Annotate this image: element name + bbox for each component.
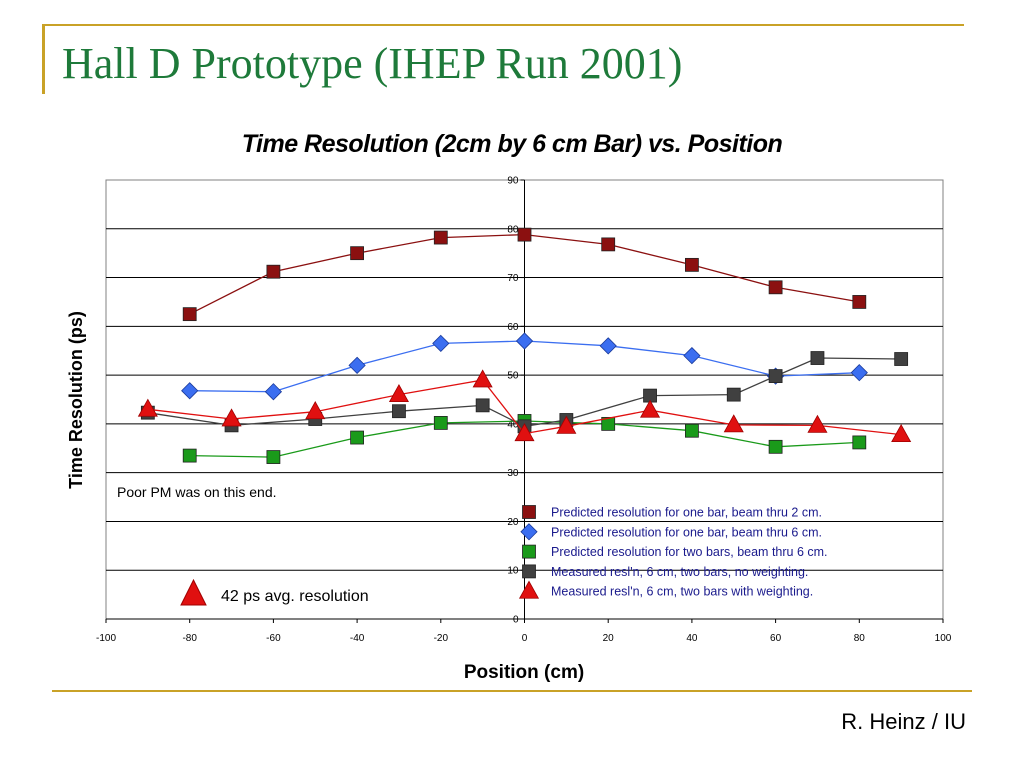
legend-marker-3 — [522, 564, 536, 579]
y-tick-label-10: 10 — [507, 566, 519, 577]
legend: Predicted resolution for one bar, beam t… — [518, 505, 828, 599]
chart-title: Time Resolution (2cm by 6 cm Bar) vs. Po… — [241, 130, 783, 158]
author-credit: R. Heinz / IU — [841, 709, 966, 734]
series-4-point-2 — [305, 401, 326, 420]
series-4-point-8 — [723, 414, 744, 433]
series-0-point-4 — [517, 227, 532, 242]
annotation-poor-pm: Poor PM was on this end. — [117, 484, 277, 500]
series-4-point-4 — [472, 369, 493, 388]
series-1-point-0 — [181, 382, 199, 400]
x-tick-label-60: 60 — [770, 633, 782, 644]
x-tick-label--20: -20 — [434, 633, 449, 644]
x-tick-label--80: -80 — [182, 633, 197, 644]
series-3-point-10 — [810, 351, 825, 365]
series-4-point-6 — [556, 415, 577, 434]
series-group — [137, 227, 912, 464]
series-1 — [181, 332, 868, 401]
series-3-point-9 — [768, 369, 783, 383]
title-rule-left — [42, 24, 45, 94]
legend-label-3: Measured resl'n, 6 cm, two bars, no weig… — [551, 565, 808, 579]
series-0-point-8 — [852, 295, 867, 309]
x-tick-label--60: -60 — [266, 633, 281, 644]
series-4-point-9 — [807, 414, 828, 433]
tick-labels: 0 10 20 30 40 50 60 70 80 90 -100 -80 -60 -40 -20 0 20 40… — [96, 176, 952, 645]
series-2-point-5 — [601, 416, 616, 431]
series-0-point-1 — [266, 264, 281, 279]
series-2-point-0 — [182, 448, 197, 463]
series-4 — [137, 369, 912, 443]
y-tick-label-0: 0 — [513, 615, 519, 626]
series-2-point-8 — [852, 435, 867, 450]
series-1-point-1 — [264, 383, 283, 401]
slide-title: Hall D Prototype (IHEP Run 2001) — [62, 39, 683, 88]
series-1-point-8 — [850, 364, 868, 382]
series-1-point-2 — [348, 356, 366, 374]
series-2-point-2 — [350, 430, 365, 445]
y-tick-label-50: 50 — [507, 371, 519, 382]
series-0 — [182, 227, 867, 322]
y-tick-label-70: 70 — [507, 273, 519, 284]
series-2-point-7 — [768, 439, 783, 454]
series-2-point-1 — [266, 450, 281, 464]
series-3-line — [147, 357, 902, 427]
y-tick-label-80: 80 — [507, 224, 519, 235]
legend-marker-1 — [520, 523, 538, 541]
series-0-point-0 — [182, 307, 197, 322]
series-3-point-4 — [475, 398, 490, 413]
y-tick-label-90: 90 — [507, 176, 519, 187]
x-axis-label: Position (cm) — [464, 662, 584, 683]
x-tick-label-40: 40 — [686, 633, 698, 644]
series-4-point-10 — [891, 423, 912, 443]
y-tick-label-20: 20 — [507, 517, 519, 528]
legend-marker-4 — [518, 580, 540, 599]
series-1-point-3 — [432, 334, 450, 353]
series-0-point-3 — [433, 230, 448, 245]
series-2-point-3 — [433, 416, 448, 430]
legend-label-2: Predicted resolution for two bars, beam … — [551, 545, 828, 559]
y-axis-label: Time Resolution (ps) — [66, 311, 86, 489]
legend-label-1: Predicted resolution for one bar, beam t… — [551, 525, 822, 539]
x-tick-label--40: -40 — [350, 633, 365, 644]
series-0-point-5 — [601, 237, 616, 252]
series-0-point-2 — [350, 246, 365, 261]
series-4-point-0 — [137, 398, 158, 417]
legend-label-0: Predicted resolution for one bar, beam t… — [551, 506, 822, 520]
series-4-point-7 — [640, 399, 661, 418]
x-tick-label--100: -100 — [96, 633, 116, 644]
x-tick-label-100: 100 — [935, 633, 952, 644]
y-tick-label-40: 40 — [507, 419, 519, 430]
series-0-point-6 — [685, 257, 699, 272]
series-0-point-7 — [768, 280, 783, 295]
annotation-triangle-marker — [180, 578, 207, 606]
x-tick-label-20: 20 — [603, 633, 615, 644]
x-tick-label-80: 80 — [854, 633, 866, 644]
y-tick-label-60: 60 — [507, 322, 519, 333]
series-4-point-1 — [221, 408, 242, 427]
series-3-point-11 — [894, 352, 909, 366]
annotation-avg-resolution: 42 ps avg. resolution — [221, 588, 369, 605]
legend-marker-0 — [522, 505, 536, 519]
series-1-point-5 — [599, 337, 617, 355]
series-1-point-6 — [683, 346, 701, 365]
series-4-point-5 — [514, 422, 535, 442]
series-3-point-8 — [726, 387, 741, 402]
series-2-point-6 — [685, 423, 699, 438]
series-1-point-4 — [515, 332, 534, 350]
footer-rule — [52, 690, 972, 692]
x-tick-label-0: 0 — [522, 633, 528, 644]
legend-label-4: Measured resl'n, 6 cm, two bars with wei… — [551, 585, 813, 599]
title-rule-top — [42, 24, 964, 26]
series-3-point-3 — [392, 404, 406, 419]
series-4-point-3 — [388, 383, 409, 403]
y-tick-label-30: 30 — [507, 468, 519, 479]
legend-marker-2 — [522, 544, 536, 559]
